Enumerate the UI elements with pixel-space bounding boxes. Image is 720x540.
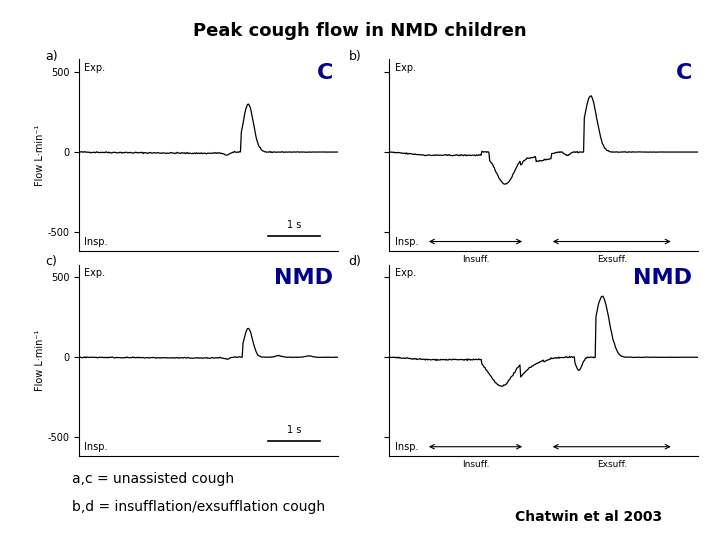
Text: Insuff.: Insuff. <box>462 460 489 469</box>
Text: a,c = unassisted cough: a,c = unassisted cough <box>72 472 234 487</box>
Text: Chatwin et al 2003: Chatwin et al 2003 <box>516 510 662 524</box>
Text: NMD: NMD <box>274 268 333 288</box>
Text: Exp.: Exp. <box>84 268 106 279</box>
Text: 1 s: 1 s <box>287 220 302 230</box>
Y-axis label: Flow L·min⁻¹: Flow L·min⁻¹ <box>35 330 45 391</box>
Text: NMD: NMD <box>633 268 692 288</box>
Text: b,d = insufflation/exsufflation cough: b,d = insufflation/exsufflation cough <box>72 500 325 514</box>
Text: c): c) <box>45 255 58 268</box>
Text: 1 s: 1 s <box>287 425 302 435</box>
Text: Insp.: Insp. <box>84 237 108 247</box>
Y-axis label: Flow L·min⁻¹: Flow L·min⁻¹ <box>35 125 45 186</box>
Text: Exsuff.: Exsuff. <box>597 255 627 264</box>
Text: Peak cough flow in NMD children: Peak cough flow in NMD children <box>193 22 527 39</box>
Text: C: C <box>317 63 333 83</box>
Text: C: C <box>676 63 692 83</box>
Text: Insp.: Insp. <box>395 237 418 247</box>
Text: b): b) <box>348 50 361 63</box>
Text: Exp.: Exp. <box>395 268 416 279</box>
Text: Insuff.: Insuff. <box>462 255 489 264</box>
Text: Exsuff.: Exsuff. <box>597 460 627 469</box>
Text: Exp.: Exp. <box>395 63 416 73</box>
Text: d): d) <box>348 255 361 268</box>
Text: a): a) <box>45 50 58 63</box>
Text: Exp.: Exp. <box>84 63 106 73</box>
Text: Insp.: Insp. <box>395 442 418 453</box>
Text: Insp.: Insp. <box>84 442 108 453</box>
